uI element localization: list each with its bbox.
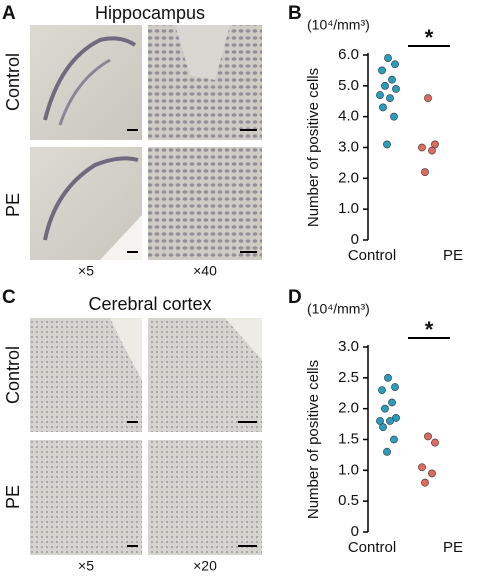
panel-letter: A <box>2 3 16 24</box>
data-point <box>428 469 436 478</box>
micrograph <box>30 25 142 140</box>
data-point <box>376 91 384 99</box>
x-tick-label: PE <box>443 247 463 264</box>
magnification: ×5 <box>78 263 94 279</box>
data-point <box>384 54 392 62</box>
data-point <box>431 140 439 149</box>
data-point <box>381 404 389 413</box>
micrograph-grid <box>30 318 262 555</box>
magnification: ×40 <box>193 263 217 279</box>
data-point <box>388 75 396 84</box>
unit-label: (10⁴/mm³) <box>307 17 370 33</box>
row-label: Control <box>3 346 23 404</box>
data-point <box>379 103 387 112</box>
y-tick-label: 0.5 <box>338 492 359 509</box>
data-point <box>386 94 394 103</box>
y-tick-label: 5.0 <box>338 77 359 94</box>
y-axis-label: Number of positive cells <box>305 360 322 519</box>
y-tick-label: 4.0 <box>338 108 359 125</box>
data-point <box>390 112 398 121</box>
x-tick-label: Control <box>348 539 396 556</box>
y-tick-label: 0 <box>351 523 359 540</box>
y-tick-label: 6.0 <box>338 46 359 63</box>
data-point <box>391 60 399 69</box>
data-point <box>383 447 391 456</box>
data-point <box>388 398 396 407</box>
y-tick-label: 2.0 <box>338 169 359 186</box>
y-tick-label: 3.0 <box>338 338 359 355</box>
row-label: PE <box>3 193 23 217</box>
magnification: ×5 <box>78 558 94 574</box>
micrograph <box>148 147 262 260</box>
x-tick-label: PE <box>443 539 463 556</box>
significance-marker: * <box>425 25 434 50</box>
data-point <box>392 414 400 422</box>
unit-label: (10⁴/mm³) <box>307 301 370 317</box>
data-point <box>428 146 436 155</box>
panel-letter: D <box>288 287 302 308</box>
x-tick-label: Control <box>348 247 396 264</box>
data-point <box>392 85 400 93</box>
panel-letter: B <box>288 3 302 24</box>
y-tick-label: 0 <box>351 231 359 248</box>
data-point <box>431 438 439 447</box>
row-label: Control <box>3 53 23 111</box>
micrograph <box>30 440 142 555</box>
y-tick-label: 1.0 <box>338 200 359 217</box>
y-tick-label: 2.5 <box>338 369 359 386</box>
data-point <box>421 478 429 487</box>
row-label: PE <box>3 485 23 509</box>
significance-marker: * <box>425 317 434 342</box>
y-tick-label: 1.0 <box>338 461 359 478</box>
y-tick-label: 1.5 <box>338 430 359 447</box>
data-point <box>378 66 386 75</box>
panel-title: Hippocampus <box>95 3 205 23</box>
data-point <box>418 143 426 152</box>
data-point <box>421 168 429 177</box>
data-point <box>378 386 386 395</box>
panel-title: Cerebral cortex <box>88 294 211 314</box>
y-tick-label: 3.0 <box>338 138 359 155</box>
data-point <box>424 94 432 103</box>
data-point <box>424 432 432 441</box>
y-tick-label: 2.0 <box>338 400 359 417</box>
data-point <box>386 417 394 425</box>
magnification: ×20 <box>193 558 217 574</box>
micrograph <box>148 440 262 555</box>
data-point <box>418 463 426 472</box>
data-point <box>381 81 389 90</box>
data-point <box>379 423 387 432</box>
data-point <box>391 383 399 391</box>
y-axis-label: Number of positive cells <box>305 68 322 227</box>
data-point <box>383 140 391 149</box>
micrograph-grid <box>30 25 262 260</box>
panel-letter: C <box>2 287 16 308</box>
data-point <box>376 417 384 425</box>
data-point <box>390 435 398 444</box>
data-point <box>384 373 392 382</box>
